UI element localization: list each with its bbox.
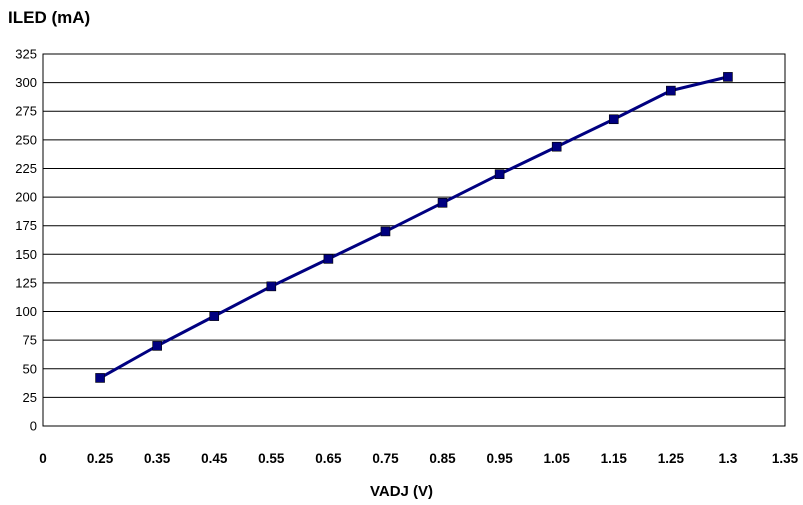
x-tick-label: 0.65 [315, 451, 342, 466]
x-tick-label: 0 [39, 451, 47, 466]
x-tick-label: 0.85 [429, 451, 456, 466]
grid-lines [43, 82, 785, 398]
x-axis-title: VADJ (V) [369, 483, 434, 500]
x-tick-label: 0.35 [144, 451, 171, 466]
data-point-marker [152, 341, 162, 351]
x-tick-label: 0.75 [372, 451, 399, 466]
data-point-marker [209, 311, 220, 321]
data-point-marker [666, 85, 676, 96]
y-tick-label: 325 [15, 47, 37, 62]
y-tick-label: 150 [15, 247, 37, 262]
y-tick-label: 25 [23, 390, 37, 405]
series-layer [95, 72, 733, 383]
data-point-marker [437, 198, 448, 208]
x-tick-label: 0.25 [87, 451, 114, 466]
y-tick-label: 75 [23, 333, 37, 348]
y-tick-label: 200 [15, 190, 37, 205]
data-point-marker [723, 72, 733, 82]
data-point-marker [608, 114, 619, 125]
data-point-marker [494, 169, 505, 179]
x-tick-label: 1.05 [544, 451, 571, 466]
x-tick-label: 1.3 [719, 451, 738, 466]
y-tick-label: 300 [15, 75, 37, 90]
x-tick-label: 1.35 [772, 451, 799, 466]
y-tick-label: 275 [15, 104, 37, 119]
x-tick-label: 1.15 [601, 451, 628, 466]
x-tick-label: 0.55 [258, 451, 285, 466]
series-line [99, 75, 729, 380]
x-tick-label: 0.45 [201, 451, 228, 466]
y-tick-label: 50 [23, 361, 37, 376]
y-axis-title: ILED (mA) [8, 8, 91, 27]
data-point-marker [551, 141, 562, 152]
y-tick-label: 175 [15, 218, 37, 233]
y-axis-ticks: 0 25 50 75 100 125 150 175 200 225 250 275 300 325 [15, 47, 37, 434]
x-tick-label: 0.95 [486, 451, 513, 466]
y-tick-label: 225 [15, 161, 37, 176]
data-point-marker [323, 254, 334, 264]
data-point-marker [380, 226, 391, 237]
y-tick-label: 125 [15, 275, 37, 290]
y-tick-label: 250 [15, 132, 37, 147]
x-axis-ticks: 0 0.25 0.35 0.45 0.55 0.65 0.75 0.85 0.95 1.05 1.1… [39, 451, 798, 466]
data-point-marker [95, 373, 105, 383]
y-tick-label: 100 [15, 304, 37, 319]
plot-area [42, 53, 786, 427]
data-point-marker [266, 281, 277, 292]
x-tick-label: 1.25 [658, 451, 685, 466]
y-tick-label: 0 [30, 419, 37, 434]
